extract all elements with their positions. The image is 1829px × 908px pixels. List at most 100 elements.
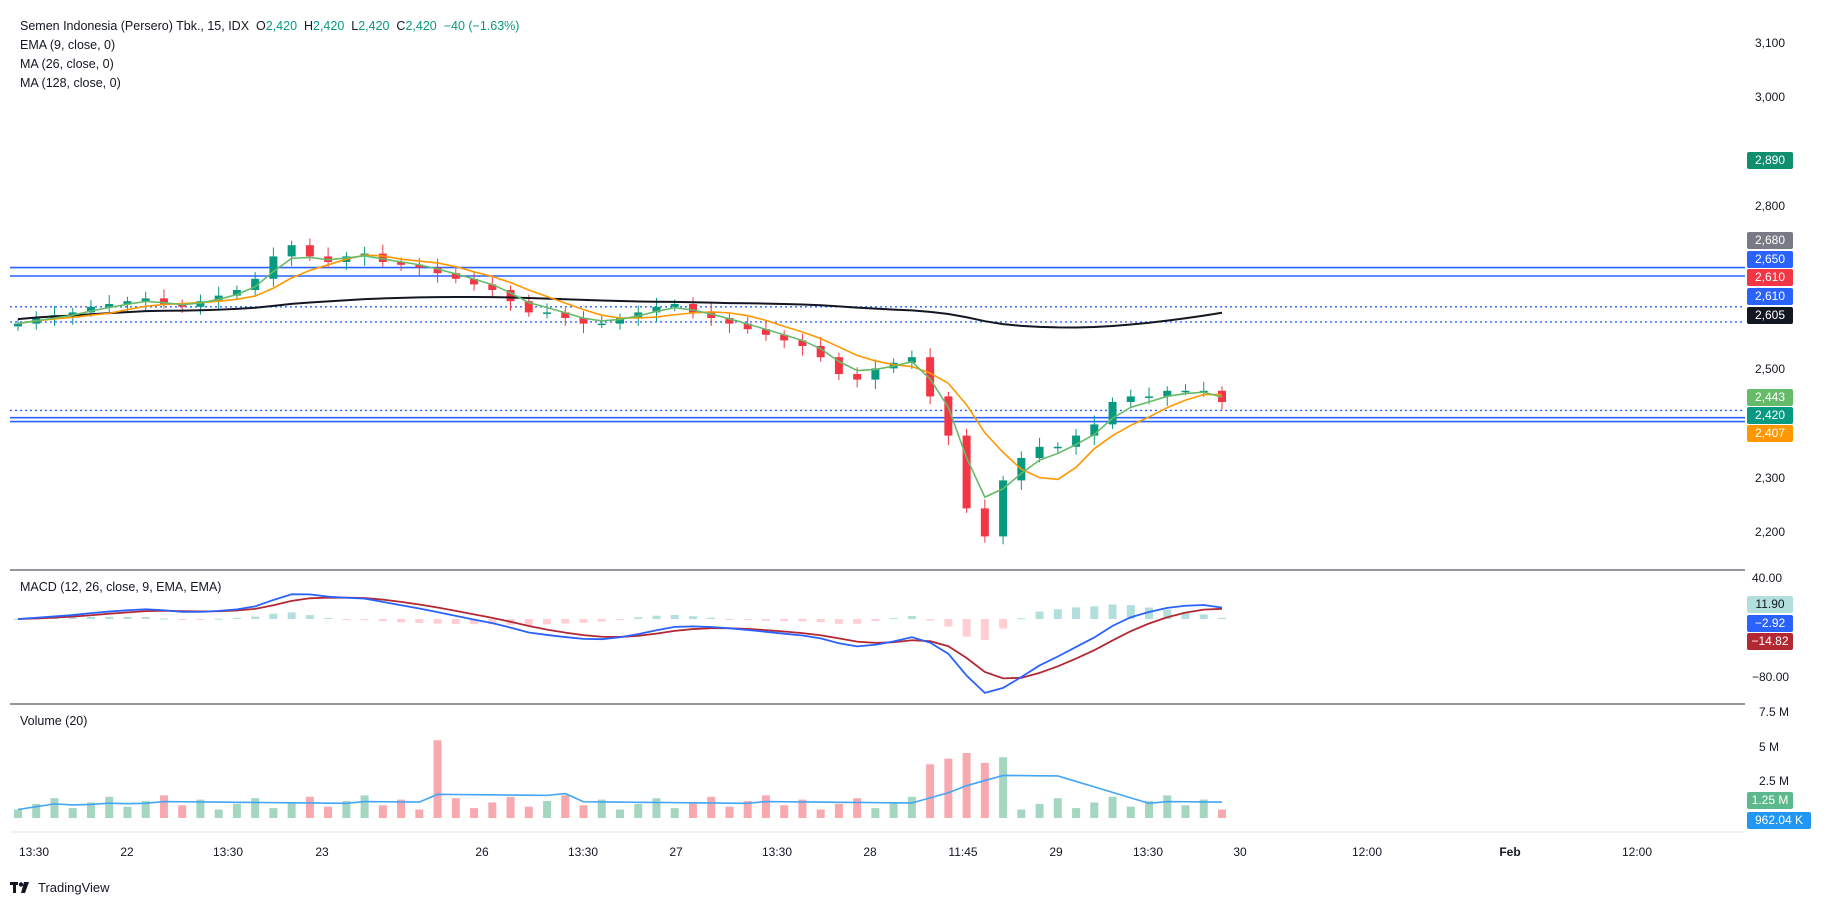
indicator-ema-label[interactable]: EMA (9, close, 0) xyxy=(20,38,116,52)
price-axis-label: 2,500 xyxy=(1755,362,1786,376)
macd-histogram-bar xyxy=(743,619,752,621)
moving-average-lines xyxy=(17,254,1223,499)
macd-histogram-bar xyxy=(999,619,1008,629)
volume-bar xyxy=(342,801,351,818)
volume-bar xyxy=(889,802,898,818)
volume-bar xyxy=(86,802,95,818)
time-axis-label: 28 xyxy=(863,845,877,859)
time-axis-label: 11:45 xyxy=(948,845,978,859)
macd-histogram-bar xyxy=(1053,609,1062,619)
volume-bar xyxy=(579,805,588,818)
indicator-ma26-label[interactable]: MA (26, close, 0) xyxy=(20,57,114,71)
macd-histogram-bar xyxy=(889,618,898,620)
candle-body xyxy=(871,368,880,380)
volume-bar xyxy=(597,799,606,818)
volume-bar xyxy=(1145,801,1154,818)
candle-body xyxy=(944,396,953,436)
candle-body xyxy=(853,374,862,380)
macd-histogram-bar xyxy=(670,614,679,619)
macd-histogram-bar xyxy=(652,615,661,619)
price-tag: 2,890 xyxy=(1747,152,1793,169)
macd-histogram-bar xyxy=(853,619,862,624)
macd-histogram-bar xyxy=(834,619,843,624)
ma128-line xyxy=(17,295,1223,329)
macd-histogram-bar xyxy=(1145,607,1154,619)
symbol-legend: Semen Indonesia (Persero) Tbk., 15, IDX … xyxy=(20,17,519,36)
volume-bar xyxy=(616,809,624,818)
time-axis-label: 13:30 xyxy=(212,845,244,859)
candle-body xyxy=(743,323,752,330)
macd-histogram-bar xyxy=(1072,607,1081,619)
macd-histogram-bar xyxy=(1163,609,1172,619)
macd-pane xyxy=(14,593,1226,694)
macd-histogram-bar xyxy=(141,617,150,619)
candle-body xyxy=(688,304,697,313)
close-value: 2,420 xyxy=(405,19,437,33)
volume-bar xyxy=(561,795,570,818)
high-label: H xyxy=(303,19,313,33)
volume-bar xyxy=(926,764,935,818)
volume-bar xyxy=(506,796,515,818)
candle-body xyxy=(305,245,314,257)
volume-bar xyxy=(1126,806,1135,818)
candle-body xyxy=(980,508,989,537)
candle-body xyxy=(1126,396,1135,402)
volume-bar xyxy=(269,808,278,818)
macd-tag: −2.92 xyxy=(1747,615,1793,632)
macd-histogram-bar xyxy=(415,619,424,623)
time-axis-label: 26 xyxy=(475,845,489,859)
price-tag: 2,407 xyxy=(1747,425,1793,442)
candle-body xyxy=(415,264,424,268)
volume-ma-line xyxy=(17,774,1223,811)
macd-histogram-bar xyxy=(324,618,333,620)
macd-histogram-bar xyxy=(688,616,697,619)
macd-histogram-bar xyxy=(1090,606,1099,619)
candle-body xyxy=(1053,446,1062,449)
macd-histogram-bar xyxy=(1199,614,1208,619)
candle-body xyxy=(232,290,241,296)
open-value: 2,420 xyxy=(265,19,298,33)
time-axis-label: 13:30 xyxy=(18,845,50,859)
candle-body xyxy=(816,346,825,358)
volume-bar xyxy=(798,799,807,818)
macd-histogram-bar xyxy=(1017,618,1026,620)
time-axis-label: Feb xyxy=(1499,845,1521,859)
indicator-ma128-label[interactable]: MA (128, close, 0) xyxy=(20,76,121,90)
volume-bar xyxy=(378,805,387,818)
volume-title[interactable]: Volume (20) xyxy=(20,714,88,728)
macd-histogram-bar xyxy=(451,619,460,625)
volume-axis-label: 5 M xyxy=(1759,740,1780,754)
volume-bar xyxy=(32,803,41,818)
close-label: C xyxy=(396,19,406,33)
tradingview-logo-icon xyxy=(10,881,29,893)
candle-body xyxy=(579,318,588,324)
open-label: O xyxy=(256,19,266,33)
symbol-title[interactable]: Semen Indonesia (Persero) Tbk., 15, IDX xyxy=(20,19,250,33)
candle-body xyxy=(1108,402,1117,425)
volume-bar xyxy=(470,808,479,818)
volume-bar xyxy=(999,757,1008,818)
volume-bar xyxy=(433,740,442,818)
macd-histogram-bar xyxy=(962,619,971,637)
macd-histogram-bar xyxy=(579,619,588,623)
candle-body xyxy=(378,253,387,262)
brand-name: TradingView xyxy=(38,880,110,895)
volume-bar xyxy=(652,798,661,818)
macd-histogram-bar xyxy=(397,619,406,623)
volume-bar xyxy=(853,798,862,818)
volume-bar xyxy=(980,762,989,818)
volume-bar xyxy=(123,806,132,818)
candle-body xyxy=(397,262,406,265)
candlestick-series xyxy=(14,238,1226,545)
candle-body xyxy=(86,306,95,313)
macd-title[interactable]: MACD (12, 26, close, 9, EMA, EMA) xyxy=(20,580,222,594)
volume-bar xyxy=(1108,796,1117,818)
candle-body xyxy=(251,278,260,290)
candle-body xyxy=(725,318,734,324)
volume-bar xyxy=(543,801,552,818)
candle-body xyxy=(123,301,132,304)
candle-body xyxy=(907,357,916,363)
volume-bar xyxy=(451,798,460,818)
volume-bar xyxy=(159,795,168,818)
brand[interactable]: TradingView xyxy=(10,880,110,895)
